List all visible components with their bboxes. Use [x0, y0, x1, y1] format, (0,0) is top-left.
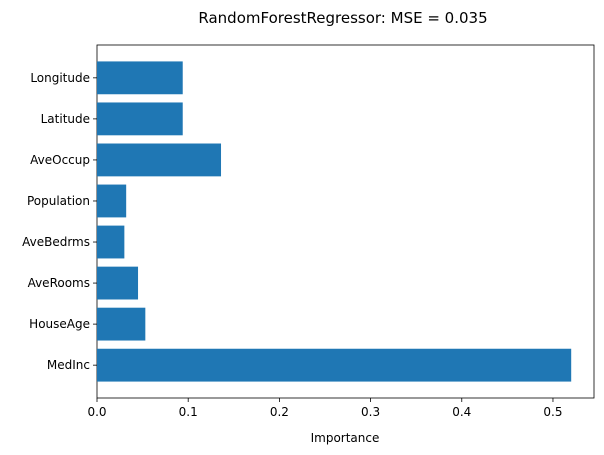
- x-tick-label-5: 0.5: [543, 405, 562, 419]
- bar-averooms: [97, 266, 139, 300]
- chart-title: RandomForestRegressor: MSE = 0.035: [198, 9, 487, 27]
- bar-aveoccup: [97, 143, 222, 177]
- bar-longitude: [97, 61, 183, 95]
- y-tick-label-houseage: HouseAge: [29, 317, 90, 331]
- bar-latitude: [97, 102, 183, 136]
- x-tick-label-4: 0.4: [452, 405, 471, 419]
- x-tick-label-3: 0.3: [361, 405, 380, 419]
- y-tick-label-longitude: Longitude: [30, 71, 90, 85]
- y-tick-label-averooms: AveRooms: [28, 276, 90, 290]
- y-axis: MedInc HouseAge AveRooms AveBedrms Populatio…: [22, 71, 97, 372]
- y-tick-label-avebedrms: AveBedrms: [22, 235, 90, 249]
- bars-group: [97, 61, 572, 382]
- y-tick-label-latitude: Latitude: [41, 112, 90, 126]
- y-tick-label-aveoccup: AveOccup: [30, 153, 90, 167]
- x-axis: 0.0 0.1 0.2 0.3 0.4 0.5: [87, 398, 563, 419]
- plot-area-frame: [96, 44, 595, 399]
- bar-avebedrms: [97, 225, 125, 259]
- x-axis-label: Importance: [311, 431, 380, 445]
- bar-population: [97, 184, 127, 218]
- x-tick-label-2: 0.2: [270, 405, 289, 419]
- y-tick-label-medinc: MedInc: [47, 358, 90, 372]
- x-tick-label-1: 0.1: [179, 405, 198, 419]
- y-tick-label-population: Population: [27, 194, 90, 208]
- bar-houseage: [97, 307, 146, 341]
- bar-medinc: [97, 348, 572, 382]
- x-tick-label-0: 0.0: [87, 405, 106, 419]
